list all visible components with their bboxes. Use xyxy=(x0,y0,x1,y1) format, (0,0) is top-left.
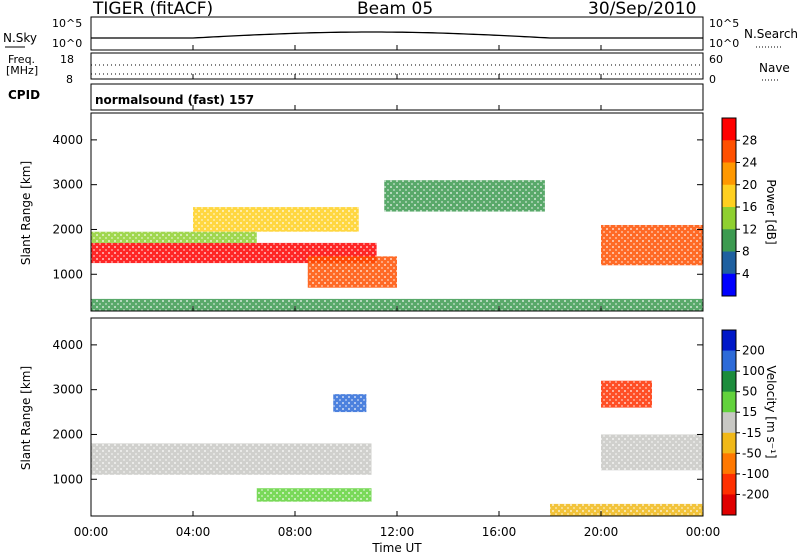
power-region-texture-2 xyxy=(193,207,359,232)
power-colorbar-tick-label-0: 28 xyxy=(742,133,757,147)
velocity-colorbar-swatch-0 xyxy=(722,330,736,352)
velocity-colorbar-swatch-1 xyxy=(722,350,736,372)
nsky-tick-high: 10^5 xyxy=(52,17,83,30)
power-y-axis-label: Slant Range [km] xyxy=(19,161,33,265)
power-colorbar-tick-label-4: 12 xyxy=(742,222,757,236)
power-colorbar-tick-label-2: 20 xyxy=(742,178,757,192)
velocity-colorbar-label: Velocity [m s⁻¹] xyxy=(764,365,778,458)
velocity-colorbar-swatch-6 xyxy=(722,453,736,475)
y-tick-label-1-2: 3000 xyxy=(52,383,83,397)
x-tick-label-3: 12:00 xyxy=(380,525,415,539)
velocity-panel-bg xyxy=(91,318,703,516)
velocity-region-texture-1 xyxy=(256,488,372,502)
power-region-texture-4 xyxy=(384,180,545,212)
freq-tick-high: 18 xyxy=(60,53,74,66)
power-colorbar-swatch-5 xyxy=(722,229,736,252)
nsearch-tick-high: 10^5 xyxy=(709,17,740,30)
nsky-trace xyxy=(91,31,703,39)
power-colorbar-tick-label-5: 8 xyxy=(742,245,750,259)
power-colorbar-tick-label-6: 4 xyxy=(742,267,750,281)
nave-tick-high: 60 xyxy=(709,53,723,66)
nsky-label: N.Sky xyxy=(3,31,38,45)
power-region-texture-6 xyxy=(91,298,703,311)
power-colorbar-swatch-2 xyxy=(722,162,736,186)
velocity-region-texture-3 xyxy=(601,380,652,408)
freq-unit-label: [MHz] xyxy=(6,64,39,77)
x-tick-label-4: 16:00 xyxy=(482,525,517,539)
power-colorbar-swatch-7 xyxy=(722,273,736,297)
power-colorbar-swatch-4 xyxy=(722,207,736,230)
power-colorbar-swatch-3 xyxy=(722,184,736,208)
velocity-y-axis-label: Slant Range [km] xyxy=(19,366,33,470)
freq-label: Freq. xyxy=(8,53,36,66)
power-colorbar-swatch-0 xyxy=(722,118,736,141)
power-region-texture-3 xyxy=(307,256,397,288)
velocity-colorbar-tick-label-4: -15 xyxy=(742,426,762,440)
nsky-tick-low: 10^0 xyxy=(52,37,83,50)
x-tick-label-5: 20:00 xyxy=(584,525,619,539)
nsearch-label: N.Search xyxy=(744,27,799,41)
nsearch-tick-low: 10^0 xyxy=(709,37,740,50)
velocity-colorbar-swatch-8 xyxy=(722,494,736,516)
freq-tick-low: 8 xyxy=(66,73,73,86)
power-colorbar-label: Power [dB] xyxy=(764,179,778,244)
y-tick-label-0-2: 3000 xyxy=(52,178,83,192)
power-colorbar-swatch-1 xyxy=(722,140,736,163)
y-tick-label-0-0: 1000 xyxy=(52,267,83,281)
cpid-value: normalsound (fast) 157 xyxy=(95,93,254,107)
velocity-colorbar-tick-label-5: -50 xyxy=(742,446,762,460)
y-tick-label-1-3: 4000 xyxy=(52,338,83,352)
velocity-region-texture-5 xyxy=(550,503,703,516)
velocity-colorbar-tick-label-1: 100 xyxy=(742,364,765,378)
velocity-colorbar-tick-label-0: 200 xyxy=(742,344,765,358)
date-title: 30/Sep/2010 xyxy=(588,0,697,19)
x-tick-label-2: 08:00 xyxy=(278,525,313,539)
power-colorbar-swatch-6 xyxy=(722,251,736,275)
beam-title: Beam 05 xyxy=(357,0,434,19)
velocity-region-texture-4 xyxy=(601,434,703,471)
x-tick-label-6: 00:00 xyxy=(686,525,721,539)
power-region-texture-0 xyxy=(91,242,377,264)
velocity-region-texture-2 xyxy=(333,394,367,413)
nave-tick-low: 0 xyxy=(709,73,716,86)
x-tick-label-1: 04:00 xyxy=(176,525,211,539)
velocity-colorbar-tick-label-3: 15 xyxy=(742,405,757,419)
nave-label: Nave xyxy=(759,61,790,75)
velocity-colorbar-swatch-2 xyxy=(722,371,736,393)
power-colorbar-tick-label-3: 16 xyxy=(742,200,757,214)
power-colorbar-tick-label-1: 24 xyxy=(742,156,757,170)
velocity-colorbar-tick-label-7: -200 xyxy=(742,487,769,501)
y-tick-label-0-1: 2000 xyxy=(52,222,83,236)
y-tick-label-1-0: 1000 xyxy=(52,472,83,486)
velocity-colorbar-frame xyxy=(721,329,737,516)
power-region-texture-1 xyxy=(91,231,257,243)
x-tick-label-0: 00:00 xyxy=(74,525,109,539)
y-tick-label-0-3: 4000 xyxy=(52,133,83,147)
velocity-colorbar-swatch-7 xyxy=(722,473,736,495)
velocity-colorbar-swatch-4 xyxy=(722,412,736,434)
power-region-texture-5 xyxy=(601,224,703,266)
velocity-colorbar-tick-label-2: 50 xyxy=(742,385,757,399)
velocity-colorbar-swatch-5 xyxy=(722,432,736,454)
velocity-colorbar-swatch-3 xyxy=(722,391,736,413)
y-tick-label-1-1: 2000 xyxy=(52,427,83,441)
velocity-region-texture-0 xyxy=(91,443,372,475)
radar-title: TIGER (fitACF) xyxy=(93,0,214,19)
velocity-colorbar-tick-label-6: -100 xyxy=(742,467,769,481)
cpid-label: CPID xyxy=(8,88,41,102)
x-axis-label: Time UT xyxy=(371,541,422,554)
